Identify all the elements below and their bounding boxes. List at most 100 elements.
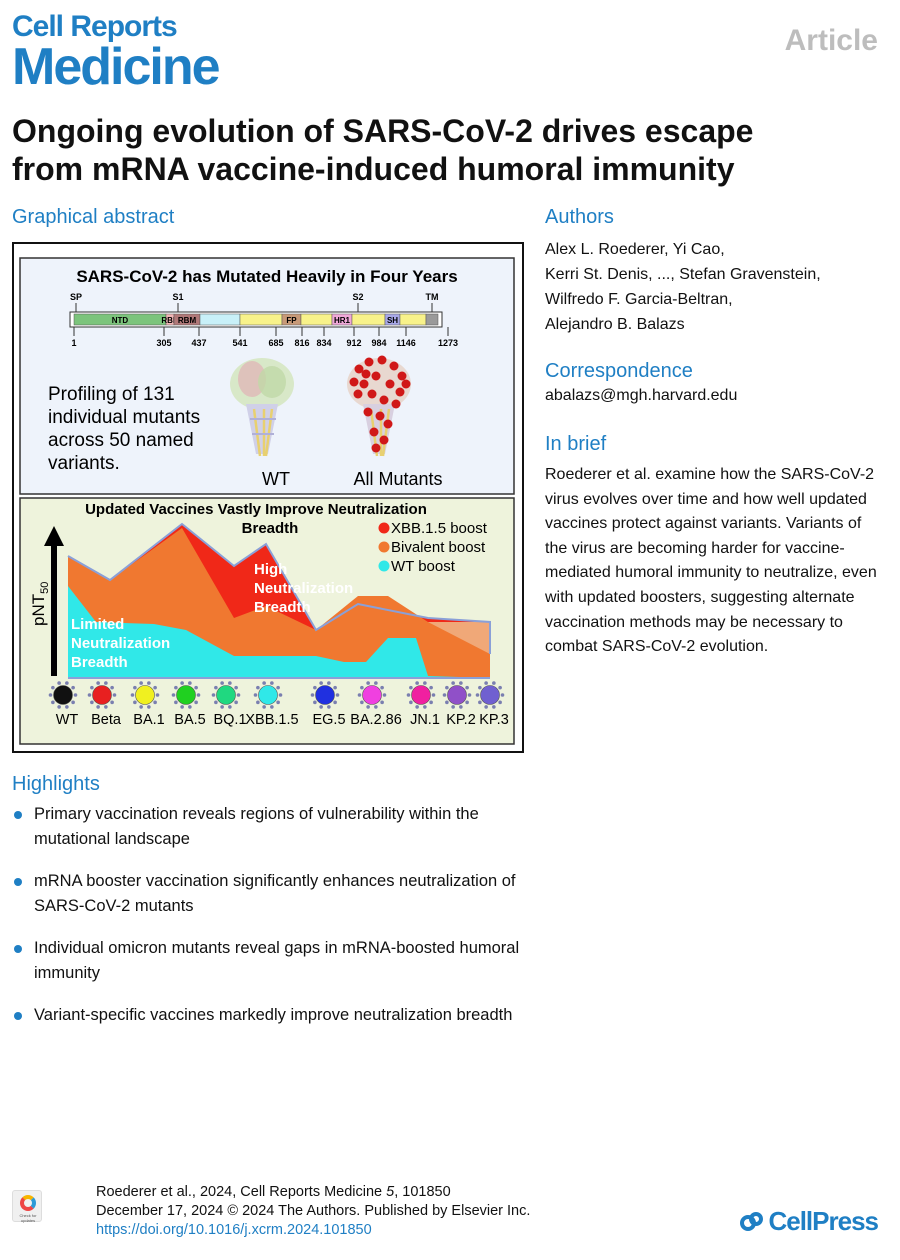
spike-protein	[459, 681, 463, 685]
spike-protein	[319, 705, 323, 709]
variant-label: JN.1	[410, 712, 440, 728]
limited-annotation-line3: Breadth	[71, 654, 128, 671]
position-label: 1273	[438, 338, 458, 348]
spike-protein	[262, 681, 266, 685]
position-label: 437	[191, 338, 206, 348]
spike-protein	[196, 693, 201, 697]
spike-protein	[139, 705, 143, 709]
bullet-icon	[14, 1012, 22, 1020]
journal-name-line1: Cell Reports	[12, 10, 178, 43]
spike-protein	[380, 700, 384, 705]
spike-protein	[423, 681, 427, 685]
spike-protein	[327, 681, 331, 685]
all-mutants-spike-structure	[347, 355, 411, 457]
spike-protein	[357, 693, 362, 697]
spike-protein	[133, 700, 137, 705]
cellpress-logo[interactable]: CellPress	[739, 1206, 879, 1237]
spike-protein	[431, 693, 436, 697]
legend-label: XBB.1.5 boost	[391, 520, 488, 537]
spike-protein	[459, 705, 463, 709]
spike-protein	[71, 700, 75, 705]
variant-label: Beta	[91, 712, 122, 728]
spike-protein	[147, 681, 151, 685]
spike-protein	[65, 681, 69, 685]
spike-protein	[492, 681, 496, 685]
spike-protein	[333, 685, 337, 690]
spike-protein	[236, 693, 241, 697]
spike-protein	[380, 685, 384, 690]
graphical-abstract-figure: SARS-CoV-2 has Mutated Heavily in Four Y…	[12, 242, 524, 753]
mutation-dot	[369, 427, 379, 437]
spike-protein	[313, 700, 317, 705]
region-label: TM	[426, 292, 439, 302]
check-updates-icon	[20, 1195, 36, 1211]
graphical-abstract-heading: Graphical abstract	[12, 206, 175, 228]
spike-domain-bar: NTD RBD RBM FP HR1 SH	[69, 311, 443, 328]
highlight-text: Variant-specific vaccines markedly impro…	[34, 1006, 513, 1024]
legend-label: WT boost	[391, 558, 456, 575]
chart-legend: XBB.1.5 boost Bivalent boost WT boost	[378, 520, 488, 575]
variant-virus-icon	[176, 685, 196, 705]
spike-protein	[110, 685, 114, 690]
spike-protein	[104, 681, 108, 685]
spike-protein	[429, 685, 433, 690]
spike-protein	[374, 705, 378, 709]
variant-virus-icon	[216, 685, 236, 705]
spike-protein	[130, 693, 135, 697]
correspondence-email[interactable]: abalazs@mgh.harvard.edu	[545, 387, 738, 404]
spike-protein	[445, 685, 449, 690]
mutation-dot	[371, 443, 381, 453]
domain-segment	[399, 313, 427, 326]
journal-logo[interactable]: Cell Reports Medicine	[12, 10, 220, 94]
spike-protein	[465, 685, 469, 690]
mutation-dot	[371, 371, 381, 381]
article-title-line1: Ongoing evolution of SARS-CoV-2 drives e…	[12, 113, 754, 149]
spike-protein	[256, 685, 260, 690]
domain-segment	[300, 313, 333, 326]
mutation-dot	[363, 407, 373, 417]
author-line[interactable]: Alex L. Roederer, Yi Cao,	[545, 241, 725, 258]
variant-virus-icon	[135, 685, 155, 705]
spike-protein	[498, 685, 502, 690]
domain-label: FP	[286, 316, 297, 325]
spike-protein	[51, 700, 55, 705]
author-line[interactable]: Wilfredo F. Garcia-Beltran,	[545, 291, 733, 308]
spike-protein	[409, 700, 413, 705]
spike-protein	[374, 681, 378, 685]
variant-virus-icon	[53, 685, 73, 705]
doi-link[interactable]: https://doi.org/10.1016/j.xcrm.2024.1018…	[96, 1222, 372, 1238]
spike-protein	[234, 685, 238, 690]
spike-protein	[139, 681, 143, 685]
spike-protein	[467, 693, 472, 697]
position-label: 984	[371, 338, 386, 348]
author-line[interactable]: Alejandro B. Balazs	[545, 316, 685, 333]
author-line[interactable]: Kerri St. Denis, ..., Stefan Gravenstein…	[545, 266, 821, 283]
check-for-updates-badge[interactable]: Check for updates	[12, 1190, 42, 1223]
highlight-item: Primary vaccination reveals regions of v…	[12, 802, 532, 852]
variant-label: KP.3	[479, 712, 509, 728]
y-axis-label: pNT50	[29, 582, 51, 626]
bottom-panel-heading-line2: Breadth	[242, 520, 299, 537]
top-panel-heading: SARS-CoV-2 has Mutated Heavily in Four Y…	[76, 267, 457, 286]
spike-protein	[484, 705, 488, 709]
bullet-icon	[14, 945, 22, 953]
variant-label: WT	[56, 712, 79, 728]
position-label: 912	[346, 338, 361, 348]
domain-label: HR1	[334, 316, 351, 325]
highlights-list: Primary vaccination reveals regions of v…	[12, 802, 532, 1045]
spike-protein	[147, 705, 151, 709]
y-axis-label-main: pNT	[29, 594, 48, 626]
spike-protein	[153, 700, 157, 705]
y-axis-arrowhead	[44, 526, 64, 546]
citation-volume: 5	[386, 1184, 395, 1200]
spike-protein	[313, 685, 317, 690]
spike-protein	[87, 693, 92, 697]
spike-protein	[310, 693, 315, 697]
variant-label: BA.1	[133, 712, 164, 728]
wt-boost-area	[68, 586, 490, 678]
variant-virus-icon	[258, 685, 278, 705]
authors-heading: Authors	[545, 206, 614, 228]
article-title-line2: from mRNA vaccine-induced humoral immuni…	[12, 151, 735, 187]
domain-label: NTD	[112, 316, 129, 325]
